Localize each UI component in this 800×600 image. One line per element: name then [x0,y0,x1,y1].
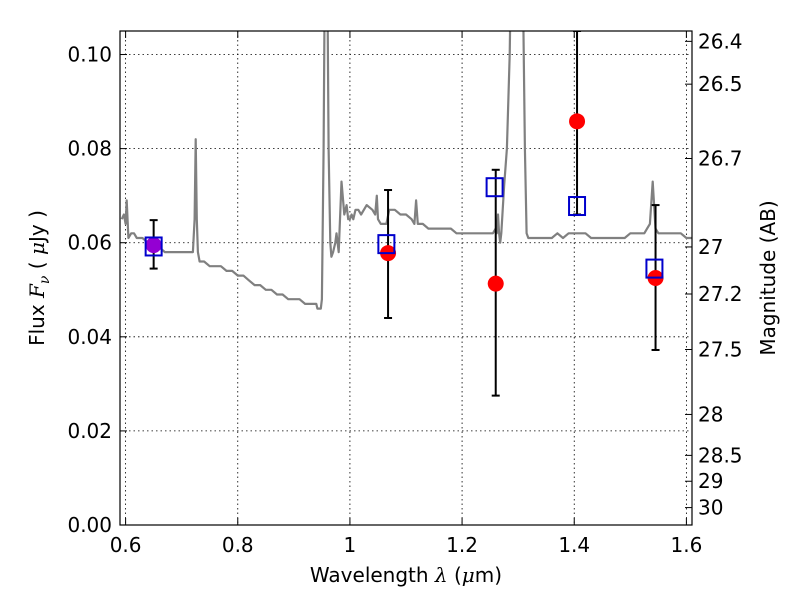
y2-tick-label: 27.2 [698,282,743,306]
y2-tick-label: 27.5 [698,338,743,362]
observed-point [487,275,504,292]
y2-tick-label: 30 [698,496,723,520]
grid-lines [120,31,692,526]
y2-tick-label: 26.5 [698,72,743,96]
y2-tick-label: 26.4 [698,29,743,53]
axis-ticks: 0.6 0.8 1 1.2 1.4 1.6 0.00 0.02 0.04 0.06 0.08 0.10… [67,29,742,557]
synthetic-point [377,234,396,255]
x-tick-label: 1.6 [670,533,702,557]
y2-tick-label: 28.5 [698,443,743,467]
y-tick-label: 0.10 [67,43,112,67]
y2-axis-label: Magnitude (AB) [756,200,780,355]
x-tick-label: 1.2 [446,533,478,557]
y2-tick-label: 29 [698,469,723,493]
markers-layer [144,113,664,292]
y-tick-label: 0.00 [67,513,112,537]
plot-frame [119,30,693,526]
y-axis-label: Flux Fν ( μJy ) [25,210,53,346]
model-spectrum-layer [120,31,692,310]
observed-point [569,113,586,130]
synthetic-point [568,196,587,217]
x-tick-label: 0.8 [222,533,254,557]
y-tick-label: 0.08 [67,137,112,161]
error-bars-layer [149,31,660,397]
model-spectrum-line [120,31,692,310]
y-tick-label: 0.02 [67,419,112,443]
y-tick-label: 0.04 [67,325,112,349]
x-axis-label: Wavelength λ (μm) [310,563,502,587]
x-tick-label: 1 [344,533,357,557]
y2-tick-label: 28 [698,402,723,426]
y-tick-label: 0.06 [67,231,112,255]
observed-point [145,237,162,254]
synthetic-point [645,258,664,279]
y2-tick-label: 27 [698,235,723,259]
synthetic-point [485,177,504,198]
y2-tick-label: 26.7 [698,146,743,170]
synthetic-point [144,236,163,257]
x-tick-label: 1.4 [558,533,590,557]
x-tick-label: 0.6 [110,533,142,557]
